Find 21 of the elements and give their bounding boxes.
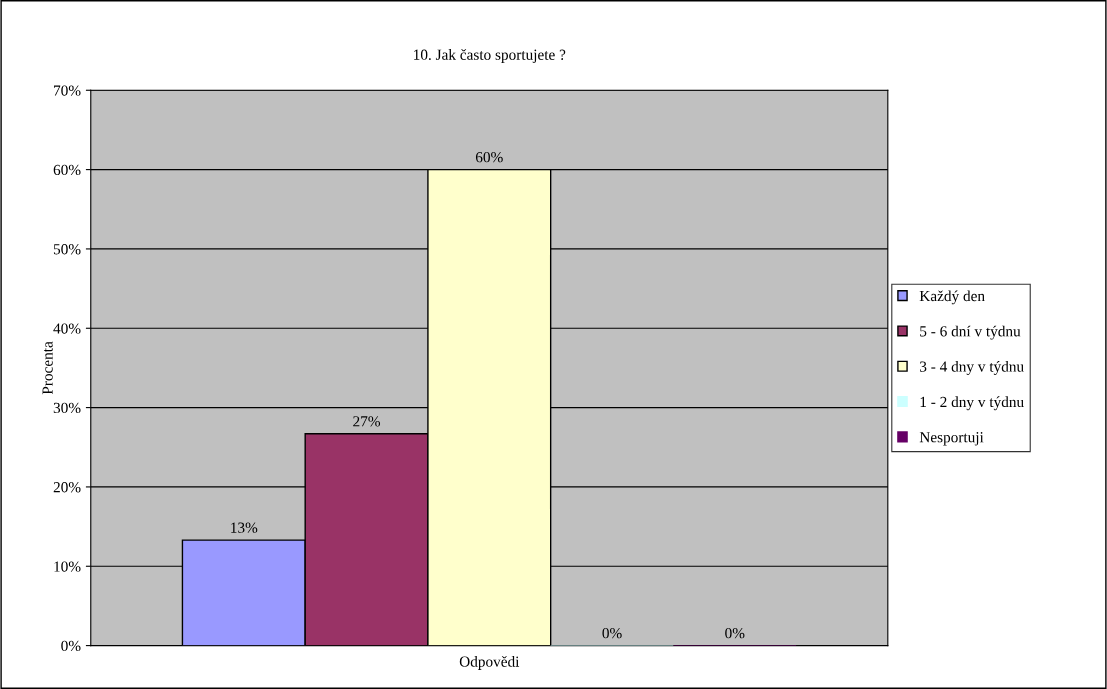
data-label: 13% bbox=[231, 522, 258, 533]
y-tick-label: 70% bbox=[54, 85, 81, 96]
y-tick-label: 30% bbox=[53, 402, 81, 414]
data-label: 27% bbox=[353, 416, 381, 427]
x-axis-title: Odpovědi bbox=[459, 656, 520, 670]
legend-label: 3 - 4 dny v týdnu bbox=[920, 361, 1024, 375]
legend-label: Každý den bbox=[919, 290, 985, 305]
chart-title: 10. Jak často sportujete ? bbox=[414, 49, 566, 63]
y-tick-label: 0% bbox=[61, 640, 81, 652]
data-label: 60% bbox=[475, 152, 503, 163]
y-tick-label: 10% bbox=[54, 561, 81, 572]
legend-label: Nesportuji bbox=[919, 432, 984, 446]
y-tick-label: 60% bbox=[53, 164, 81, 176]
y-axis-title: Procenta bbox=[42, 341, 53, 395]
legend-label: 5 - 6 dní v týdnu bbox=[920, 325, 1021, 340]
legend-label: 1 - 2 dny v týdnu bbox=[920, 396, 1024, 411]
y-tick-label: 20% bbox=[53, 482, 81, 493]
data-label: 0% bbox=[725, 628, 745, 639]
y-tick-label: 50% bbox=[53, 244, 81, 255]
data-label: 0% bbox=[602, 628, 622, 639]
y-tick-label: 40% bbox=[53, 323, 81, 334]
